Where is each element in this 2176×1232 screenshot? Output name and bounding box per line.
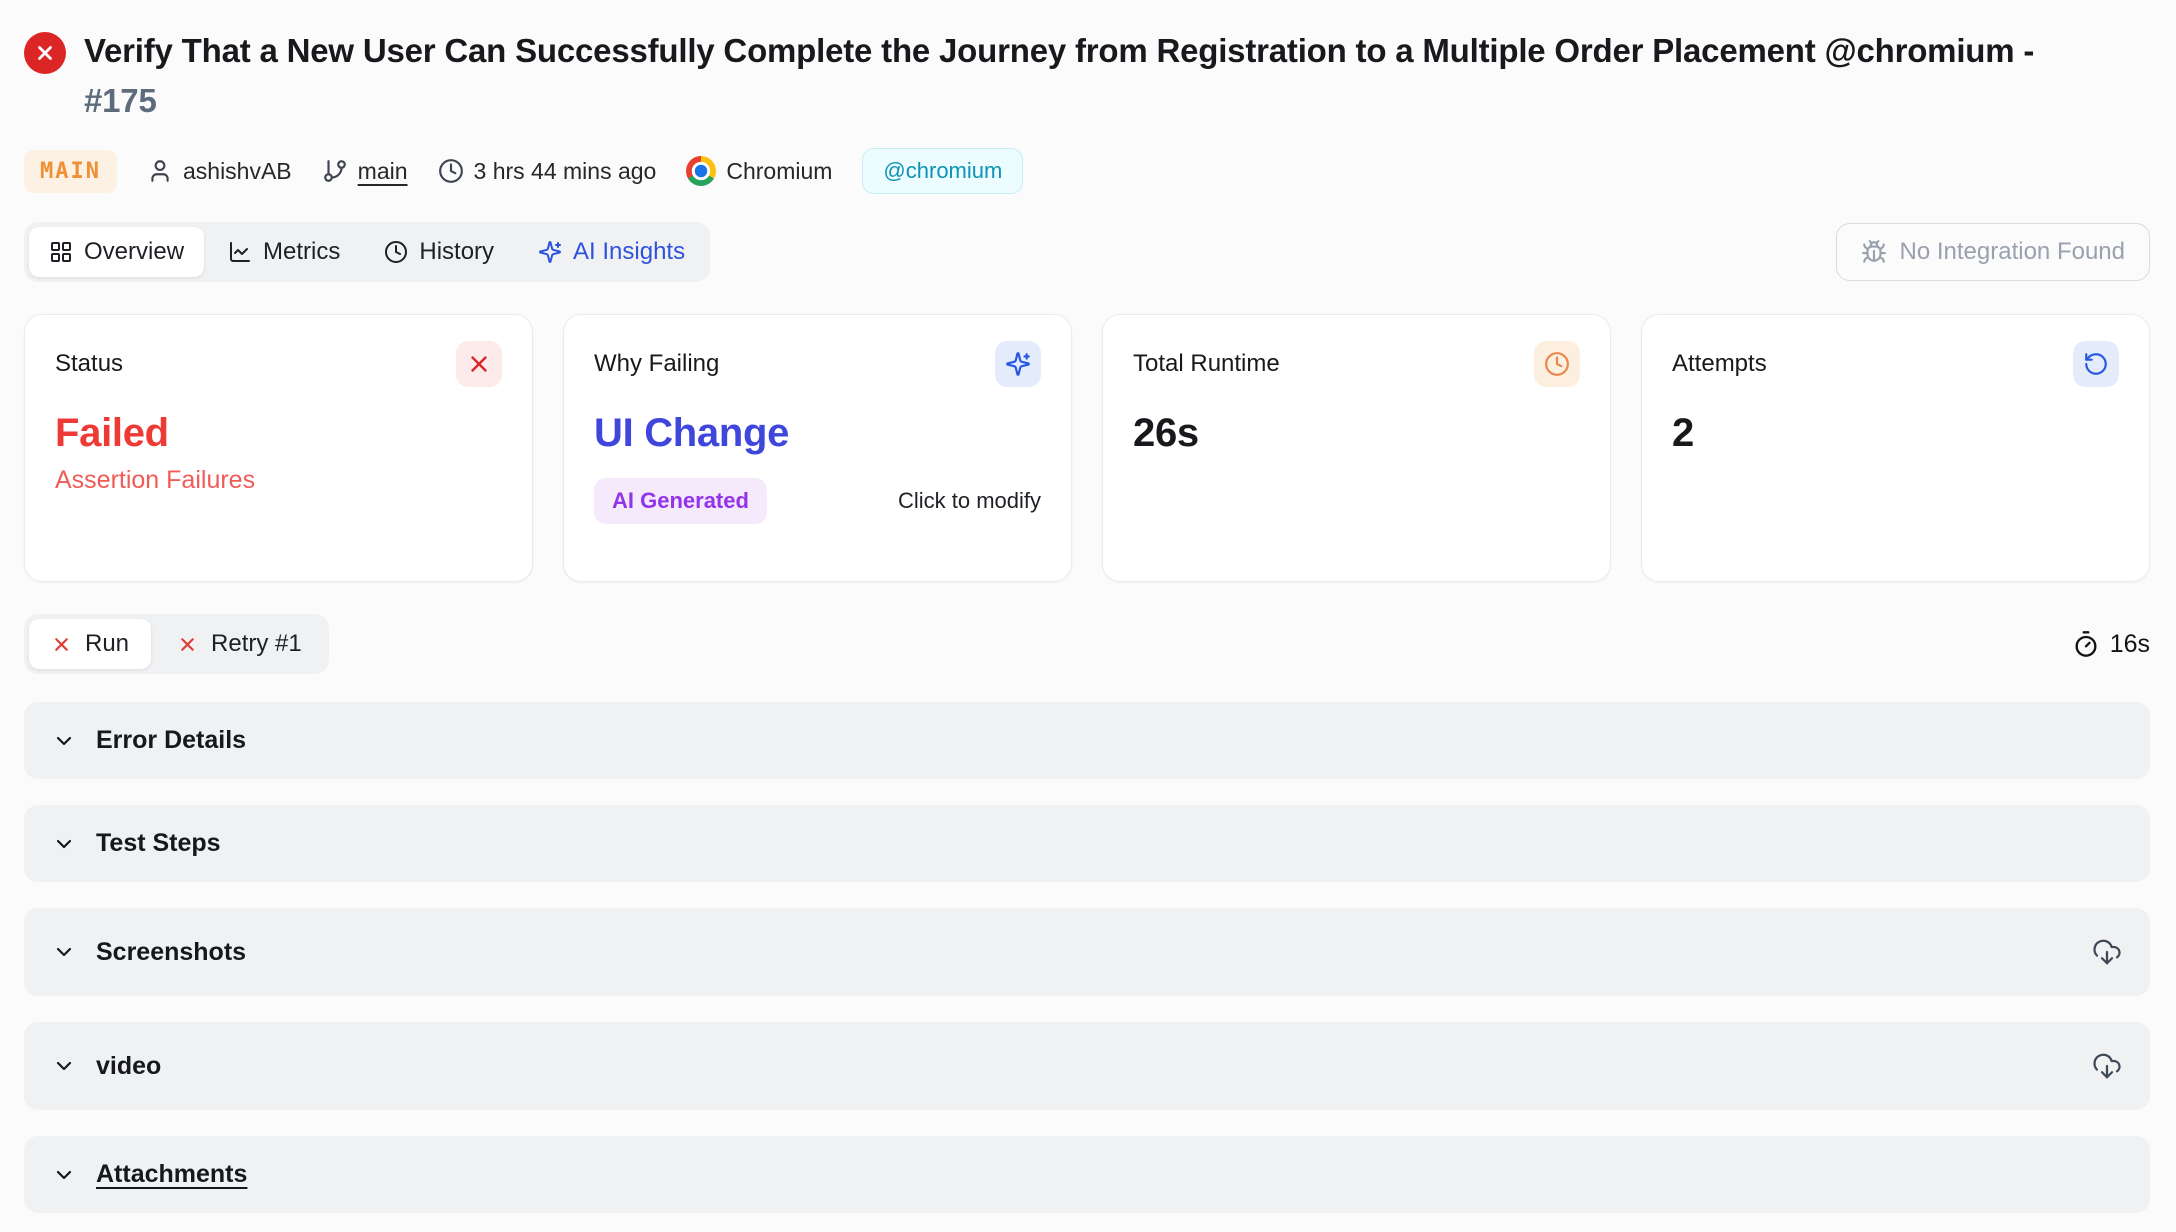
bug-icon [1861,240,1886,263]
failed-status-icon [24,32,66,74]
x-icon [55,637,68,651]
click-to-modify-hint[interactable]: Click to modify [897,488,1041,513]
layout-grid-icon [51,242,71,262]
status-value: Failed [55,411,169,455]
meta-time: 3 hrs 44 mins ago [438,157,657,185]
sparkles-icon [1006,352,1030,376]
status-x-icon [456,341,502,387]
x-icon [471,356,487,372]
sparkles-icon [539,240,562,264]
x-icon [38,46,52,60]
git-branch-icon [323,160,346,182]
user-name: ashishvAB [182,157,292,184]
attempts-value: 2 [1672,411,1694,455]
status-detail: Assertion Failures [55,466,256,494]
tab-label: Overview [84,238,185,265]
chevron-down-icon [56,736,72,745]
retry-1-tab[interactable]: Retry #1 [155,619,324,669]
attempts-label: Attempts [1672,350,1767,377]
section-test-steps[interactable]: Test Steps [24,805,2150,882]
run-number: #175 [84,82,157,119]
why-failing-label: Why Failing [594,350,720,377]
tab-label: Metrics [263,238,341,265]
tabs-row: Overview Metrics History AI Insights No … [24,222,2150,282]
clock-icon [438,159,463,183]
status-card: Status Failed Assertion Failures [24,314,533,582]
clock-icon-box [1534,341,1580,387]
chevron-down-icon [56,1061,72,1071]
clock-icon [1545,352,1569,376]
run-tab-label: Run [85,630,130,657]
status-card-label: Status [55,350,124,377]
tag-badge[interactable]: @chromium [862,148,1024,194]
sparkles-icon-box [995,341,1041,387]
tab-group: Overview Metrics History AI Insights [24,222,711,282]
meta-browser: Chromium [686,156,832,186]
run-attempt-group: Run Retry #1 [24,614,329,674]
chevron-down-icon [56,839,72,848]
test-title-text: Verify That a New User Can Successfully … [84,32,2035,69]
tab-history[interactable]: History [364,227,514,277]
cloud-download-icon[interactable] [2092,937,2122,967]
total-runtime-value: 26s [1133,411,1199,455]
time-ago: 3 hrs 44 mins ago [473,157,657,184]
runs-row: Run Retry #1 16s [24,614,2150,674]
no-integration-label: No Integration Found [1899,238,2125,265]
section-label: Error Details [96,726,247,754]
why-failing-value[interactable]: UI Change [594,411,790,455]
section-error-details[interactable]: Error Details [24,702,2150,779]
meta-branch[interactable]: main [322,158,408,185]
clock-icon [385,241,408,263]
tab-metrics[interactable]: Metrics [208,227,360,277]
timer-icon [2075,631,2097,657]
why-failing-card[interactable]: Why Failing UI Change AI Generated Click… [563,314,1072,582]
rotate-ccw-icon [2085,353,2107,375]
section-label: Screenshots [96,937,247,966]
section-video[interactable]: video [24,1022,2150,1110]
meta-row: MAIN ashishvAB main 3 hrs 44 mins ago Ch… [24,148,2150,194]
branch-name[interactable]: main [357,157,408,184]
tab-ai-insights[interactable]: AI Insights [518,227,705,277]
page-title: Verify That a New User Can Successfully … [84,26,2044,126]
total-runtime-card: Total Runtime 26s [1102,314,1611,582]
tab-label: AI Insights [573,238,686,265]
section-label: video [96,1051,162,1080]
env-badge: MAIN [24,149,117,193]
chart-line-icon [230,242,251,262]
chromium-logo-icon [686,156,717,186]
section-attachments[interactable]: Attachments [24,1136,2150,1213]
ai-generated-badge: AI Generated [594,478,767,524]
meta-user: ashishvAB [147,158,292,185]
tab-label: History [419,238,495,265]
retry-tab-label: Retry #1 [211,630,302,657]
section-label: Attachments [96,1160,248,1188]
user-icon [151,160,169,182]
total-runtime-label: Total Runtime [1133,350,1280,377]
duration-value: 16s [2109,629,2150,658]
x-icon [181,637,194,651]
cloud-download-icon[interactable] [2092,1051,2122,1081]
section-screenshots[interactable]: Screenshots [24,908,2150,996]
chevron-down-icon [56,947,72,957]
browser-name: Chromium [726,157,833,184]
no-integration-button[interactable]: No Integration Found [1835,223,2150,281]
run-tab[interactable]: Run [29,619,152,669]
header: Verify That a New User Can Successfully … [24,26,2150,126]
attempts-card: Attempts 2 [1641,314,2150,582]
section-label: Test Steps [96,829,221,857]
duration-timer: 16s [2072,630,2150,659]
stat-cards: Status Failed Assertion Failures Why Fai… [24,314,2150,582]
tab-overview[interactable]: Overview [29,227,205,277]
chevron-down-icon [56,1170,72,1179]
retry-icon-box [2073,341,2119,387]
